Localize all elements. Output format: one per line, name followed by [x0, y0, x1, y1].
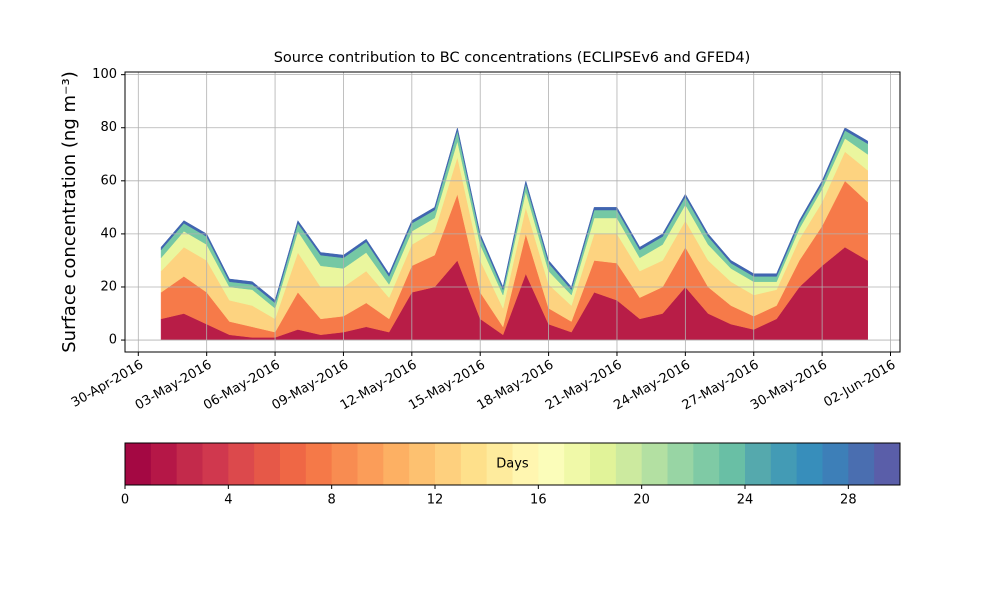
x-tick-label: 30-May-2016 [748, 358, 830, 414]
y-tick-label: 100 [92, 67, 117, 82]
colorbar-bin [280, 443, 307, 485]
x-tick-label: 15-May-2016 [406, 358, 488, 414]
colorbar-bin [331, 443, 358, 485]
colorbar-tick-label: 28 [840, 493, 857, 508]
colorbar-frame [124, 442, 901, 486]
colorbar-bin [202, 443, 229, 485]
y-tick-label: 20 [100, 279, 117, 294]
colorbar-tick-label: 24 [737, 493, 754, 508]
x-tick-label: 02-Jun-2016 [821, 358, 898, 411]
colorbar-bin [383, 443, 410, 485]
colorbar-bin [435, 443, 462, 485]
x-tick-label: 03-May-2016 [133, 358, 215, 414]
colorbar-bin [357, 443, 384, 485]
colorbar-bin [641, 443, 668, 485]
colorbar-tick-label: 0 [121, 493, 129, 508]
colorbar-bin [848, 443, 875, 485]
chart-title: Source contribution to BC concentrations… [274, 50, 751, 66]
x-tick-label: 21-May-2016 [543, 358, 625, 414]
colorbar-bin [512, 443, 539, 485]
y-tick-label: 60 [100, 173, 117, 188]
area-layer [160, 127, 868, 304]
x-tick-label: 09-May-2016 [270, 358, 352, 414]
colorbar-bin [822, 443, 849, 485]
x-tick-label: 18-May-2016 [475, 358, 557, 414]
x-tick-label: 24-May-2016 [611, 358, 693, 414]
colorbar-bin [125, 443, 152, 485]
y-axis-label: Surface concentration (ng m⁻³) [59, 71, 80, 353]
colorbar-bin [770, 443, 798, 485]
y-tick-label: 0 [109, 333, 117, 348]
colorbar-tick-label: 12 [427, 493, 444, 508]
colorbar-bin [796, 443, 823, 485]
colorbar-bin [150, 443, 178, 485]
plot-frame [124, 71, 901, 353]
colorbar-bin [693, 443, 720, 485]
colorbar-tick-label: 4 [224, 493, 232, 508]
y-tick-label: 80 [100, 120, 117, 135]
colorbar-tick-label: 8 [328, 493, 336, 508]
colorbar-bin [590, 443, 617, 485]
colorbar-bin [615, 443, 643, 485]
colorbar-bin [719, 443, 746, 485]
x-tick-label: 06-May-2016 [201, 358, 283, 414]
colorbar-bin [486, 443, 513, 485]
colorbar-label: Days [496, 457, 529, 472]
x-tick-label: 27-May-2016 [680, 358, 762, 414]
y-tick-label: 40 [100, 226, 117, 241]
colorbar-bin [305, 443, 333, 485]
colorbar-tick-label: 20 [633, 493, 650, 508]
colorbar-bin [538, 443, 565, 485]
colorbar-bin [460, 443, 488, 485]
colorbar-bin [409, 443, 436, 485]
colorbar-tick-label: 16 [530, 493, 547, 508]
x-tick-label: 12-May-2016 [338, 358, 420, 414]
colorbar-bin [176, 443, 203, 485]
colorbar-bin [564, 443, 591, 485]
colorbar-bin [874, 443, 901, 485]
colorbar-bin [745, 443, 772, 485]
colorbar-bin [667, 443, 694, 485]
colorbar-bin [228, 443, 255, 485]
colorbar-bin [254, 443, 281, 485]
